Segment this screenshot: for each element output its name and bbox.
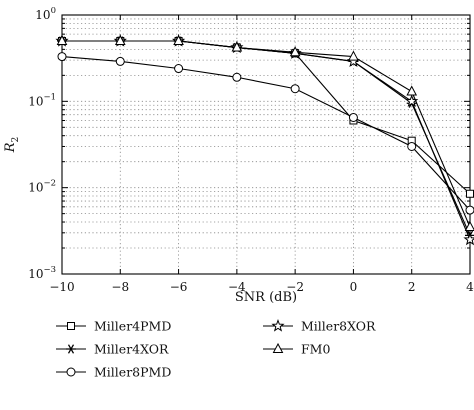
triangle-marker [348, 50, 359, 61]
triangle-marker [173, 34, 184, 45]
triangle-marker [114, 34, 126, 45]
triangle-marker [56, 34, 68, 45]
legend-label: Miller8XOR [301, 319, 376, 334]
series-fm0 [56, 34, 474, 232]
legend-item: Miller4PMD [56, 319, 171, 334]
y-tick-label-base: 10 [28, 267, 43, 281]
plot-frame [61, 14, 471, 275]
x-axis-title: SNR (dB) [235, 290, 297, 305]
square-marker [466, 189, 474, 198]
circle-marker [232, 72, 242, 82]
circle-marker [290, 84, 300, 94]
legend-label: Miller4PMD [94, 319, 171, 334]
circle-marker [115, 56, 125, 66]
y-tick-label-exponent: −3 [43, 265, 56, 275]
legend-item: Miller8XOR [263, 319, 376, 334]
y-tick-label: 10−2 [28, 179, 56, 195]
y-tick-label: 100 [35, 6, 56, 22]
x-tick-label: −10 [49, 280, 74, 294]
circle-marker [174, 64, 184, 74]
asterisk-marker [66, 344, 76, 354]
y-tick-label-base: 10 [28, 181, 43, 195]
triangle-marker [272, 342, 284, 353]
legend-item: Miller8PMD [56, 365, 171, 380]
circle-marker [66, 367, 76, 377]
x-tick-label: −4 [228, 280, 246, 294]
legend-label: Miller4XOR [94, 342, 169, 357]
series-miller8pmd [57, 52, 474, 215]
triangle-marker [231, 41, 243, 52]
legend-item: Miller4XOR [56, 342, 169, 357]
series-line [61, 56, 471, 211]
y-axis-title-main: R [3, 142, 18, 153]
triangle-marker [406, 85, 418, 96]
legend-label: Miller8PMD [94, 365, 171, 380]
x-tick-label: −6 [170, 280, 188, 294]
series-line [62, 40, 471, 228]
legend-item: FM0 [263, 342, 330, 357]
y-tick-label: 10−3 [28, 265, 56, 281]
legend: Miller4PMD Miller4XOR Miller8PMD Miller8XOR… [56, 319, 376, 380]
x-tick-label: 0 [350, 280, 358, 294]
star-marker [271, 319, 285, 332]
x-tick-label: 4 [466, 280, 474, 294]
x-tick-label: −8 [111, 280, 129, 294]
y-tick-label: 10−1 [28, 92, 56, 108]
y-tick-label-exponent: −2 [43, 179, 56, 189]
triangle-marker [289, 46, 301, 57]
y-tick-label-base: 10 [28, 94, 43, 108]
circle-marker [348, 112, 358, 122]
x-tick-label: −2 [286, 280, 304, 294]
square-marker [67, 322, 75, 330]
y-axis-title-subscript: 2 [11, 137, 21, 143]
triangle-marker [464, 220, 474, 232]
x-tick-label: 2 [408, 280, 416, 294]
legend-label: FM0 [301, 342, 330, 357]
circle-marker [57, 52, 67, 62]
circle-marker [465, 205, 474, 215]
y-tick-label-exponent: −1 [43, 92, 56, 102]
y-tick-label-base: 10 [35, 8, 50, 22]
circle-marker [407, 141, 417, 151]
y-tick-label-exponent: 0 [51, 6, 56, 16]
series-lines [55, 34, 474, 246]
y-axis-title: R2 [3, 137, 21, 154]
